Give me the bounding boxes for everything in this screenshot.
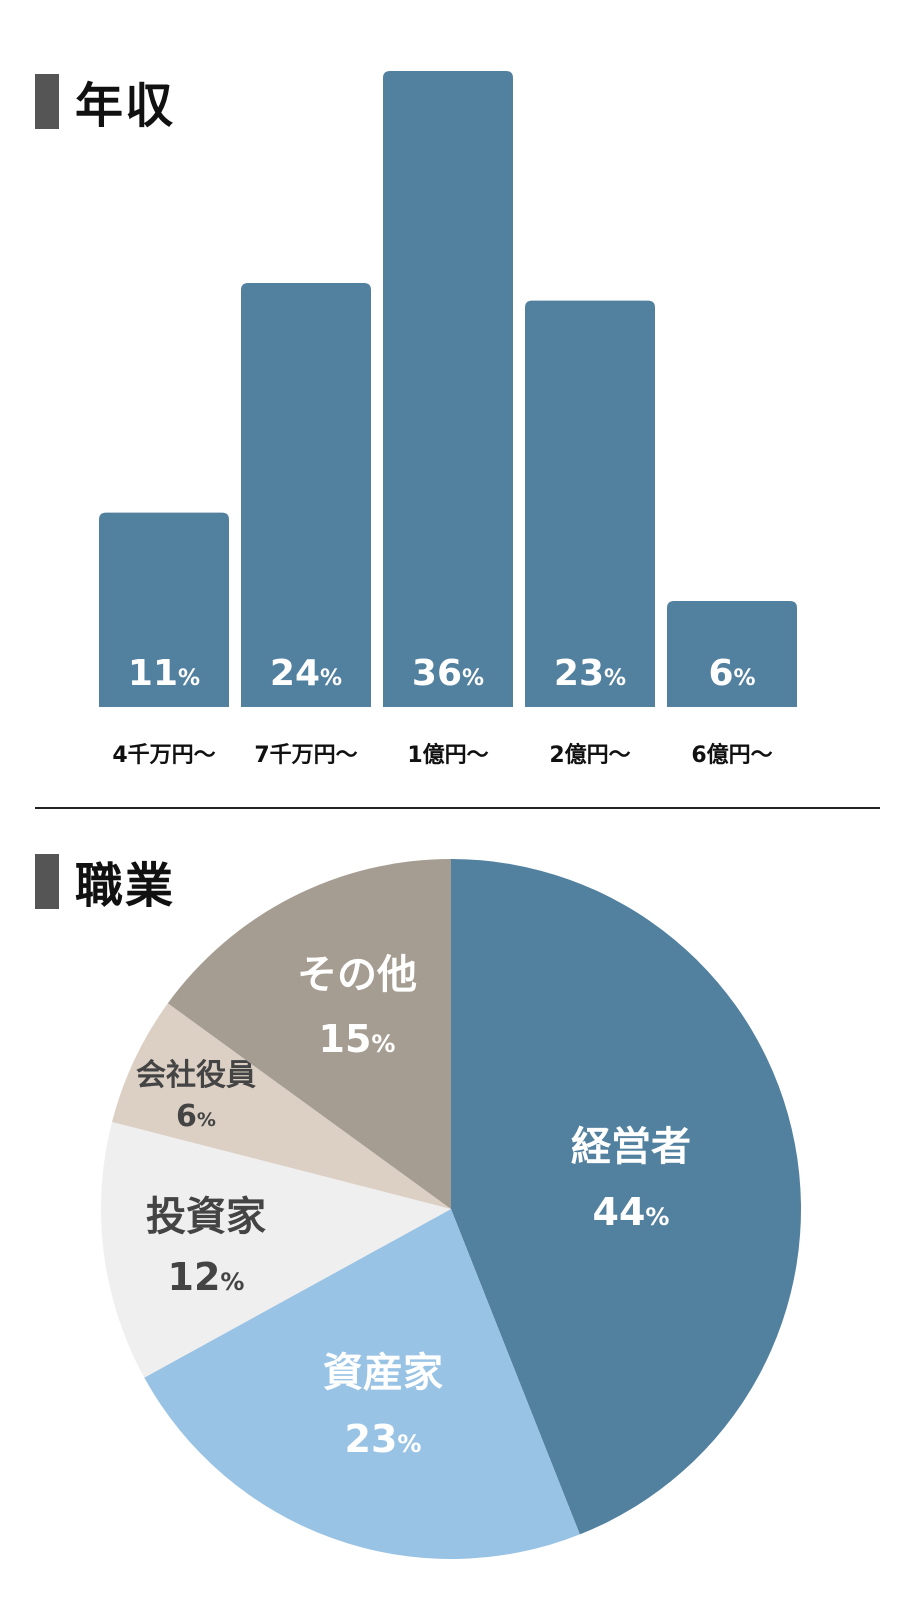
bar-value-number: 23 — [554, 653, 604, 694]
pie-slice — [451, 859, 801, 1535]
pie-slice-label: 資産家 — [323, 1350, 443, 1396]
category-label: 1億円〜 — [407, 742, 488, 768]
bar-value-number: 11 — [128, 653, 178, 694]
bar-value-unit: % — [604, 666, 626, 691]
section-marker — [35, 853, 59, 909]
pie-value-unit: % — [371, 1030, 395, 1058]
bar-value-number: 24 — [270, 653, 320, 694]
pie-value-unit: % — [397, 1430, 421, 1458]
bar — [525, 300, 655, 707]
pie-value-number: 6 — [176, 1099, 197, 1134]
bar-value-label: 23% — [554, 653, 626, 694]
category-label: 4千万円〜 — [112, 743, 215, 768]
bar-value-unit: % — [178, 666, 200, 691]
pie-value-number: 15 — [319, 1017, 372, 1061]
bar — [99, 512, 229, 707]
income-section-title: 年収 — [75, 78, 176, 134]
pie-value-unit: % — [645, 1203, 669, 1231]
category-label: 7千万円〜 — [254, 743, 357, 768]
pie-slice — [101, 1121, 452, 1378]
pie-value-number: 23 — [345, 1417, 398, 1461]
pie-slice-value: 6% — [176, 1099, 216, 1134]
bar-value-label: 11% — [128, 653, 200, 694]
bar-value-unit: % — [734, 666, 756, 691]
pie-value-unit: % — [220, 1268, 244, 1296]
pie-slice-value: 15% — [319, 1017, 396, 1061]
bar-value-label: 24% — [270, 653, 342, 694]
pie-value-number: 44 — [593, 1190, 646, 1234]
pie-slice — [144, 1209, 580, 1559]
bar-value-unit: % — [320, 666, 342, 691]
section-divider — [35, 807, 880, 809]
bar-value-number: 36 — [412, 653, 462, 694]
pie-slice — [111, 1003, 451, 1209]
pie-slice-label: 投資家 — [146, 1194, 266, 1240]
category-label: 6億円〜 — [691, 742, 772, 768]
pie-slice-label: 会社役員 — [136, 1058, 256, 1093]
job-section-header: 職業 — [35, 846, 175, 916]
pie-slice-value: 23% — [345, 1417, 422, 1461]
income-section-header: 年収 — [35, 66, 175, 136]
bar-value-number: 6 — [708, 653, 733, 694]
job-section-title: 職業 — [75, 858, 176, 914]
pie-slice-label: その他 — [297, 952, 417, 998]
pie-value-unit: % — [197, 1109, 216, 1131]
section-marker — [35, 73, 59, 129]
pie-slice — [167, 859, 451, 1209]
pie-slice-value: 44% — [593, 1190, 670, 1234]
pie-slice-value: 12% — [168, 1255, 245, 1299]
bar — [383, 71, 513, 707]
bar-value-unit: % — [462, 666, 484, 691]
pie-slice-label: 経営者 — [571, 1124, 691, 1170]
pie-value-number: 12 — [168, 1255, 221, 1299]
bar — [241, 283, 371, 707]
bar — [667, 601, 797, 707]
category-label: 2億円〜 — [549, 742, 630, 768]
bar-value-label: 6% — [708, 653, 755, 694]
bar-value-label: 36% — [412, 653, 484, 694]
